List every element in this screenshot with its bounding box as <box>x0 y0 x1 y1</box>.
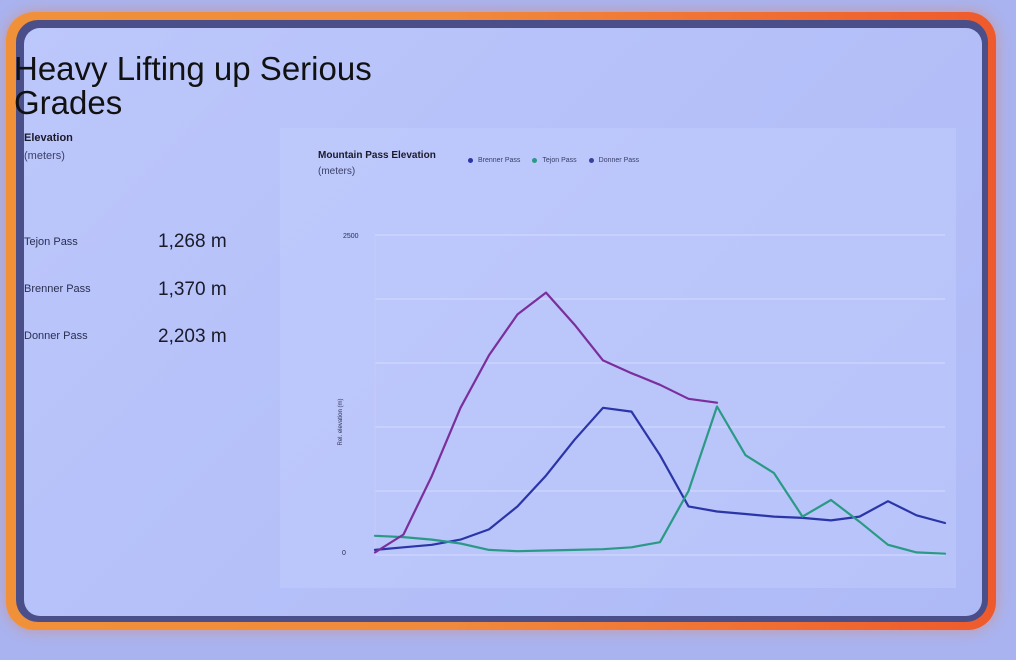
y-tick-label: 2500 <box>343 233 359 240</box>
stat-value-donner: 2,203 m <box>158 326 227 347</box>
legend-swatch-brenner <box>468 158 473 163</box>
legend-item-tejon: Tejon Pass <box>532 157 577 164</box>
legend-label-brenner: Brenner Pass <box>478 157 521 164</box>
chart-legend: Brenner Pass Tejon Pass Donner Pass <box>468 157 639 164</box>
stat-name-brenner: Brenner Pass <box>24 283 91 295</box>
stat-value-brenner: 1,370 m <box>158 279 227 300</box>
stat-value-tejon: 1,268 m <box>158 231 227 252</box>
legend-label-donner: Donner Pass <box>598 157 640 164</box>
stat-name-donner: Donner Pass <box>24 330 88 342</box>
slide-title: Heavy Lifting up Serious Grades <box>14 50 372 121</box>
elevation-unit: (meters) <box>24 150 65 162</box>
legend-item-brenner: Brenner Pass <box>468 157 520 164</box>
series-line-2 <box>373 291 719 554</box>
elevation-heading: Elevation <box>24 132 73 144</box>
y-axis-label: Rel. elevation (m) <box>338 398 344 445</box>
legend-label-tejon: Tejon Pass <box>542 157 577 164</box>
chart-subtitle: (meters) <box>318 166 356 177</box>
series-line-0 <box>373 406 947 552</box>
chart-title: Mountain Pass Elevation <box>318 150 436 161</box>
legend-item-donner: Donner Pass <box>588 157 640 164</box>
legend-swatch-tejon <box>532 158 538 163</box>
y-tick-label: 0 <box>342 550 346 557</box>
legend-swatch-donner <box>588 158 594 163</box>
stat-name-tejon: Tejon Pass <box>24 236 78 248</box>
series-line-1 <box>373 405 947 555</box>
chart-panel <box>280 128 956 588</box>
